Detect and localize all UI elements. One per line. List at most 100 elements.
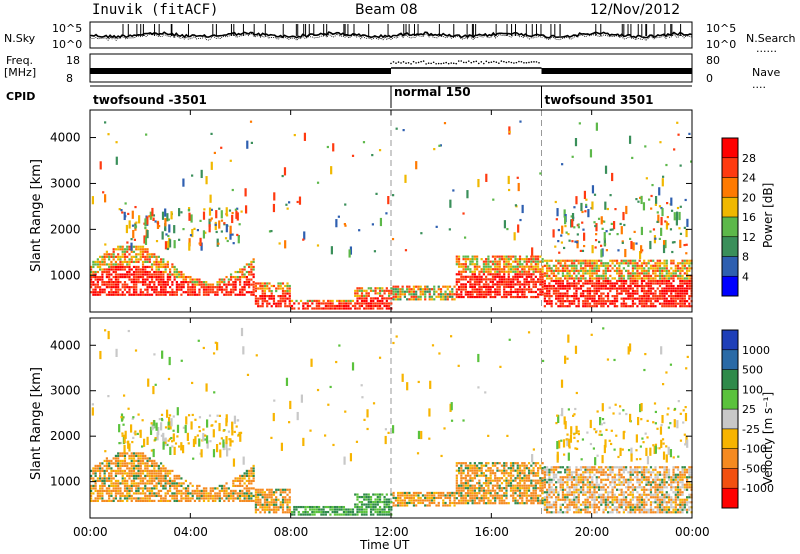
heatmap-cell	[220, 288, 224, 291]
heatmap-cell	[342, 307, 346, 310]
heatmap-cell	[96, 494, 99, 498]
heatmap-cell	[476, 275, 479, 278]
heatmap-cell	[435, 290, 438, 293]
heatmap-cell	[376, 302, 379, 305]
heatmap-cell	[146, 494, 149, 498]
heatmap-cell	[557, 277, 560, 280]
heatmap-cell	[601, 220, 604, 223]
heatmap-cell	[362, 141, 366, 144]
heatmap-cell	[232, 291, 235, 294]
heatmap-cell	[482, 295, 486, 299]
heatmap-cell	[403, 295, 406, 298]
heatmap-cell	[638, 267, 641, 270]
heatmap-cell	[462, 295, 465, 299]
heatmap-cell	[663, 264, 666, 267]
heatmap-cell	[559, 300, 562, 303]
heatmap-cell	[478, 487, 481, 490]
heatmap-cell	[263, 284, 267, 288]
heatmap-cell	[426, 496, 429, 500]
heatmap-cell	[410, 288, 413, 291]
heatmap-cell	[132, 278, 136, 281]
heatmap-cell	[480, 268, 483, 271]
heatmap-cell	[677, 133, 680, 136]
heatmap-cell	[643, 300, 646, 303]
heatmap-cell	[480, 494, 483, 497]
heatmap-cell	[137, 278, 140, 281]
heatmap-cell	[155, 472, 158, 475]
heatmap-cell	[103, 268, 106, 271]
heatmap-cell	[428, 496, 431, 500]
heatmap-cell	[491, 479, 495, 482]
heatmap-cell	[263, 292, 267, 295]
heatmap-cell	[415, 161, 418, 170]
heatmap-cell	[139, 281, 142, 284]
heatmap-cell	[494, 464, 497, 467]
heatmap-cell	[302, 304, 305, 308]
heatmap-cell	[257, 501, 260, 504]
heatmap-cell	[403, 491, 406, 495]
heatmap-cell	[478, 295, 481, 299]
heatmap-cell	[210, 208, 213, 211]
heatmap-cell	[137, 253, 140, 256]
heatmap-cell	[564, 274, 567, 278]
heatmap-cell	[570, 259, 574, 262]
heatmap-cell	[613, 302, 616, 305]
heatmap-cell	[672, 287, 675, 290]
heatmap-cell	[169, 472, 172, 475]
heatmap-cell	[464, 484, 467, 487]
heatmap-cell	[130, 242, 133, 251]
heatmap-cell	[288, 287, 291, 290]
heatmap-cell	[613, 269, 616, 272]
heatmap-cell	[157, 291, 160, 294]
heatmap-cell	[555, 218, 558, 221]
heatmap-cell	[191, 174, 194, 177]
heatmap-cell	[455, 474, 458, 477]
heatmap-cell	[672, 302, 675, 305]
heatmap-cell	[622, 302, 625, 305]
heatmap-cell	[119, 472, 122, 475]
heatmap-cell	[584, 259, 587, 262]
heatmap-cell	[555, 279, 558, 283]
heatmap-cell	[485, 492, 488, 495]
nave-dot	[435, 62, 437, 65]
heatmap-cell	[615, 292, 619, 295]
heatmap-cell	[521, 494, 524, 497]
heatmap-cell	[491, 273, 495, 276]
heatmap-cell	[110, 474, 113, 478]
heatmap-cell	[139, 253, 142, 256]
heatmap-cell	[552, 289, 555, 293]
heatmap-cell	[254, 503, 257, 506]
heatmap-cell	[676, 269, 680, 272]
heatmap-cell	[564, 224, 567, 228]
heatmap-cell	[455, 295, 458, 299]
heatmap-cell	[594, 246, 597, 249]
heatmap-cell	[101, 489, 104, 493]
heatmap-cell	[435, 225, 438, 228]
heatmap-cell	[487, 489, 490, 492]
heatmap-cell	[473, 477, 476, 480]
heatmap-cell	[234, 489, 237, 493]
heatmap-cell	[141, 482, 145, 485]
heatmap-cell	[417, 494, 420, 497]
heatmap-cell	[620, 297, 623, 300]
heatmap-cell	[530, 484, 533, 487]
heatmap-cell	[683, 277, 686, 280]
heatmap-cell	[275, 498, 278, 501]
heatmap-cell	[120, 209, 123, 212]
heatmap-cell	[606, 264, 610, 267]
heatmap-cell	[471, 288, 474, 291]
heatmap-cell	[268, 488, 271, 491]
heatmap-cell	[514, 278, 517, 281]
heatmap-cell	[534, 489, 537, 492]
heatmap-cell	[487, 258, 490, 261]
heatmap-cell	[582, 295, 585, 298]
heatmap-cell	[132, 472, 136, 475]
heatmap-cell	[349, 510, 352, 514]
heatmap-cell	[658, 269, 662, 272]
heatmap-cell	[509, 293, 513, 296]
heatmap-cell	[658, 237, 661, 241]
heatmap-cell	[555, 292, 558, 295]
heatmap-cell	[214, 494, 217, 498]
heatmap-cell	[193, 489, 197, 493]
heatmap-cell	[575, 259, 578, 262]
